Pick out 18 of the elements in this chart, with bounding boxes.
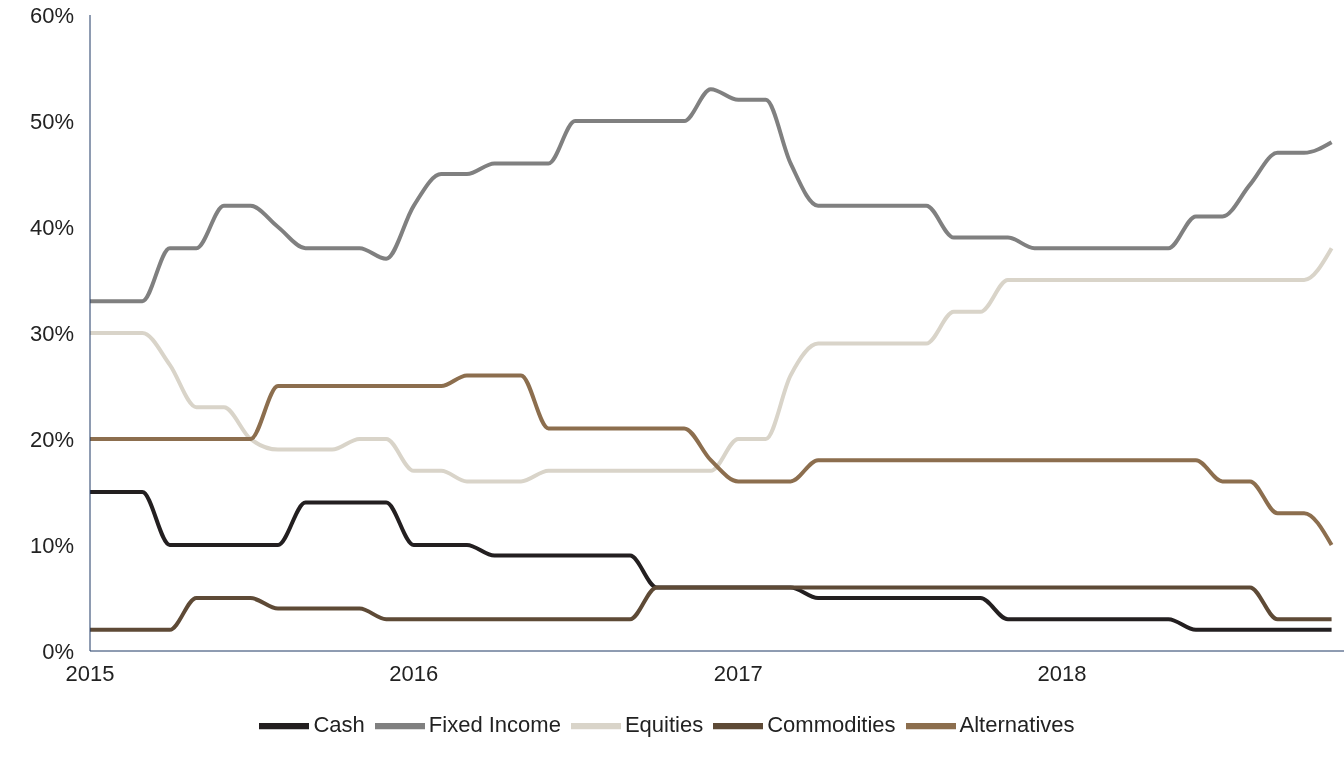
y-tick-label: 10% bbox=[29, 532, 74, 558]
line-series bbox=[90, 373, 1334, 547]
y-tick-label: 60% bbox=[29, 2, 74, 28]
legend-label: Alternatives bbox=[959, 711, 1075, 737]
x-tick-label: 2018 bbox=[1037, 660, 1087, 686]
legend-label: Cash bbox=[313, 711, 365, 737]
legend-label: Fixed Income bbox=[428, 711, 561, 737]
y-tick-label: 20% bbox=[29, 426, 74, 452]
x-tick-label: 2017 bbox=[713, 660, 763, 686]
legend-label: Commodities bbox=[767, 711, 896, 737]
y-tick-label: 40% bbox=[29, 214, 74, 240]
y-tick-label: 50% bbox=[29, 108, 74, 134]
x-tick-label: 2016 bbox=[389, 660, 439, 686]
line-series bbox=[90, 246, 1334, 484]
line-series bbox=[90, 585, 1334, 632]
legend-label: Equities bbox=[624, 711, 704, 737]
y-tick-label: 30% bbox=[29, 320, 74, 346]
line-series bbox=[90, 87, 1334, 304]
